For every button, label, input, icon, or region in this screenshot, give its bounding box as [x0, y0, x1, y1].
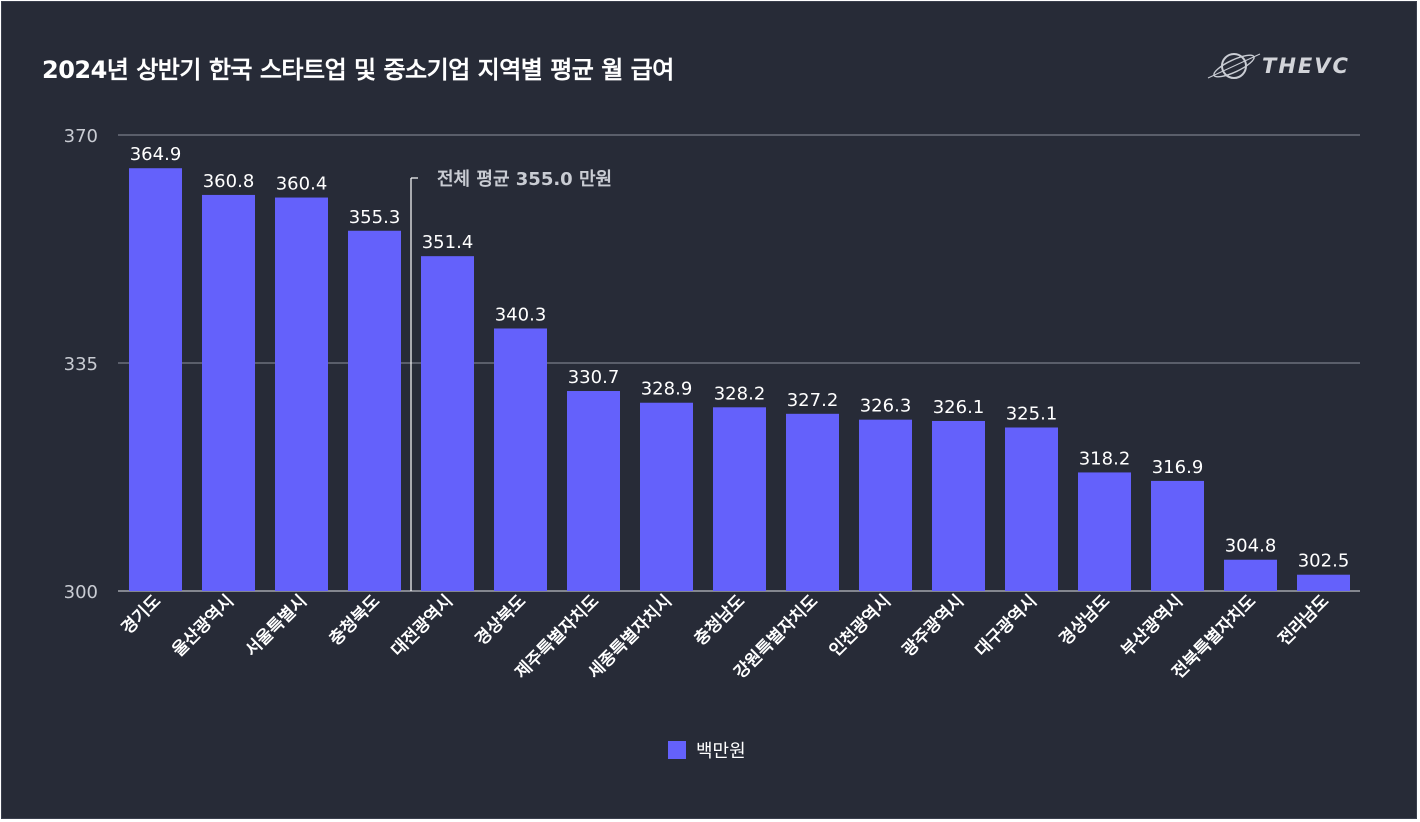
data-label: 360.4 — [276, 174, 328, 195]
data-label: 328.9 — [641, 379, 693, 400]
average-annotation: 전체 평균 355.0 만원 — [410, 169, 612, 591]
average-label: 전체 평균 355.0 만원 — [437, 169, 612, 190]
thevc-logo[interactable]: THEVC — [1206, 44, 1376, 88]
x-tick-label: 부산광역시 — [1118, 591, 1187, 660]
data-label: 302.5 — [1298, 551, 1350, 572]
bar — [421, 256, 474, 591]
bar — [202, 194, 255, 591]
chart-title: 2024년 상반기 한국 스타트업 및 중소기업 지역별 평균 월 급여 — [42, 56, 674, 84]
x-tick-label: 광주광역시 — [899, 591, 968, 660]
bar — [494, 328, 547, 591]
bar — [1005, 427, 1058, 591]
legend-label: 백만원 — [696, 741, 746, 762]
y-tick-label: 335 — [64, 354, 98, 375]
bar — [786, 413, 839, 591]
data-label: 327.2 — [787, 390, 839, 411]
x-tick-label: 경상남도 — [1056, 591, 1115, 650]
data-label: 330.7 — [568, 367, 620, 388]
data-label: 318.2 — [1079, 448, 1131, 469]
bar — [1151, 480, 1204, 591]
bar — [640, 402, 693, 591]
bar — [348, 230, 401, 591]
bar — [129, 168, 182, 592]
y-tick-label: 300 — [64, 582, 98, 603]
bar — [1078, 472, 1131, 591]
data-label: 316.9 — [1152, 457, 1204, 478]
data-label: 326.1 — [933, 397, 985, 418]
x-tick-label: 서울특별시 — [242, 591, 311, 660]
bar — [1224, 559, 1277, 591]
bar — [713, 407, 766, 591]
orbit-icon — [1207, 53, 1261, 79]
bar-layer — [129, 168, 1350, 592]
bar — [859, 419, 912, 591]
bar — [567, 391, 620, 591]
y-tick-label: 370 — [64, 126, 98, 147]
x-tick-label: 대구광역시 — [972, 591, 1041, 660]
bar — [1297, 574, 1350, 591]
logo-text: THEVC — [1262, 54, 1350, 78]
data-label: 351.4 — [422, 232, 474, 253]
x-tick-label: 충청북도 — [325, 590, 384, 649]
legend[interactable]: 백만원 — [668, 737, 746, 763]
x-tick-label: 전라남도 — [1275, 591, 1334, 650]
x-tick-label: 경기도 — [118, 591, 166, 639]
legend-swatch — [668, 741, 686, 759]
x-tick-label: 인천광역시 — [826, 591, 895, 660]
data-label: 364.9 — [130, 144, 182, 165]
x-tick-label: 대전광역시 — [388, 591, 457, 660]
data-label: 355.3 — [349, 207, 401, 228]
bar — [275, 197, 328, 591]
x-tick-label: 경상북도 — [472, 591, 531, 650]
data-label: 326.3 — [860, 396, 912, 417]
data-label: 325.1 — [1006, 403, 1058, 424]
data-label: 328.2 — [714, 383, 766, 404]
data-label: 340.3 — [495, 304, 547, 325]
bar — [932, 420, 985, 591]
x-tick-label: 충청남도 — [690, 590, 749, 649]
data-label: 304.8 — [1225, 536, 1277, 557]
data-label: 360.8 — [203, 171, 255, 192]
x-tick-label: 울산광역시 — [169, 591, 238, 660]
